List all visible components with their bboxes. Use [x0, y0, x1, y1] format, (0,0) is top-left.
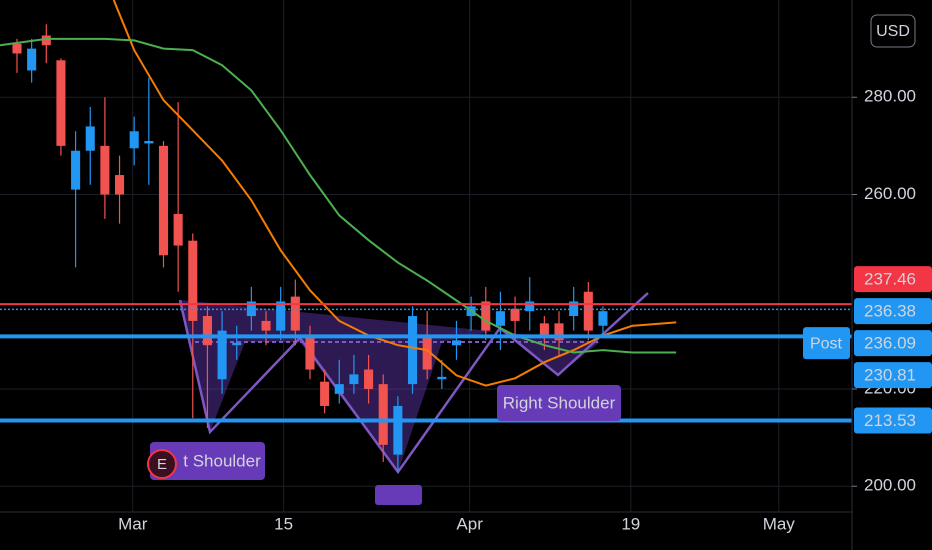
candle-body — [495, 311, 505, 326]
x-tick-label: Apr — [456, 514, 483, 533]
price-label-bg — [854, 266, 932, 293]
candle-body — [525, 301, 535, 312]
candle-body — [290, 296, 300, 331]
y-tick-label: 280.00 — [864, 87, 916, 106]
x-tick-label: Mar — [118, 514, 148, 533]
candle-body — [71, 150, 81, 190]
moving-average — [0, 37, 677, 354]
price-label-bg — [854, 298, 932, 325]
candle-body — [246, 301, 256, 317]
event-icon[interactable] — [147, 449, 177, 479]
event-icon-text: E — [157, 456, 167, 473]
pattern-outline — [178, 292, 649, 475]
candle-body — [539, 323, 549, 336]
candle-body — [85, 126, 95, 151]
price-label-bg — [854, 407, 932, 434]
candle-body — [437, 376, 447, 380]
candle-body — [114, 175, 125, 195]
candle-body — [100, 145, 110, 195]
candle-body — [188, 240, 198, 321]
candle-body — [510, 308, 520, 321]
price-label: 236.38 — [864, 302, 916, 321]
candle-body — [451, 340, 462, 346]
candle-body — [202, 316, 212, 346]
candle-body — [393, 406, 403, 455]
price-label: 213.53 — [864, 411, 916, 430]
price-label-bg — [854, 330, 932, 357]
x-tick-label: 15 — [274, 514, 293, 533]
currency-label: USD — [876, 23, 910, 40]
price-label-bg — [854, 362, 932, 389]
candle-body — [349, 374, 359, 385]
annotation-box — [497, 385, 621, 421]
axis-labels: 200.00220.00260.00280.00Mar15Apr19May237… — [118, 87, 932, 533]
candle-body — [56, 60, 66, 146]
x-tick-label: 19 — [621, 514, 640, 533]
currency-button[interactable] — [870, 14, 916, 48]
candle-body — [378, 384, 388, 445]
candle-body — [41, 35, 51, 46]
session-tag-bg — [803, 327, 850, 360]
candle-body — [27, 48, 37, 71]
price-label: 237.46 — [864, 270, 916, 289]
candle-body — [583, 291, 593, 331]
candle-body — [12, 43, 22, 54]
candle-body — [129, 131, 139, 149]
candle-body — [261, 320, 271, 331]
annotation-box — [150, 442, 265, 480]
annotation-box — [375, 485, 422, 505]
x-tick-label: May — [763, 514, 796, 533]
candle-body — [217, 330, 227, 380]
candle-body — [554, 323, 564, 341]
price-label: 236.09 — [864, 334, 916, 353]
candle-body — [144, 141, 154, 144]
y-tick-label: 200.00 — [864, 476, 916, 495]
candle-body — [481, 301, 491, 331]
candle-body — [422, 335, 432, 370]
candle-body — [276, 301, 286, 331]
candle-body — [173, 213, 183, 246]
price-label: 230.81 — [864, 366, 916, 385]
annotation-text: Right Shoulder — [503, 393, 616, 412]
session-tag: Post — [810, 335, 843, 352]
marks — [0, 0, 852, 472]
annotation-text: t Shoulder — [183, 451, 261, 470]
candle-body — [158, 145, 169, 256]
candle-body — [232, 342, 242, 346]
candle-body — [598, 311, 608, 326]
candle-body — [320, 381, 330, 407]
pattern-fill — [180, 300, 600, 472]
candle-body — [364, 369, 374, 389]
candle-body — [407, 316, 418, 385]
y-tick-label: 260.00 — [864, 184, 916, 203]
candle-body — [305, 335, 315, 370]
candle-body — [334, 384, 344, 394]
